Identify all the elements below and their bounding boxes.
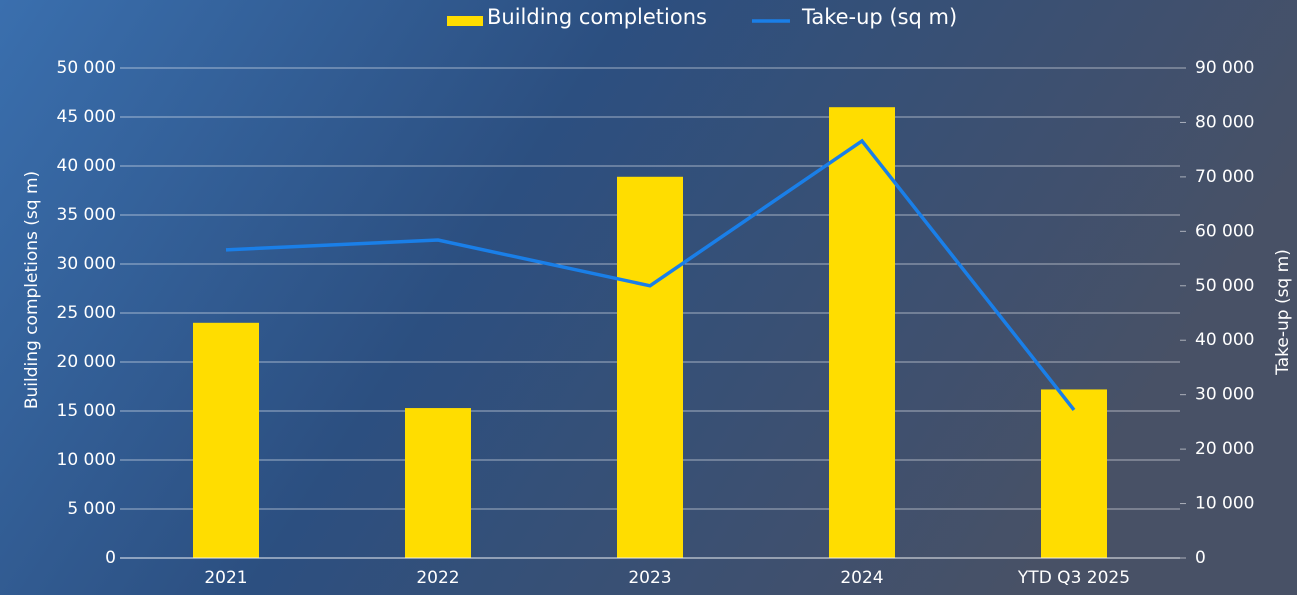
y-tick-label: 15 000	[57, 401, 116, 421]
y2-tick-label: 40 000	[1195, 330, 1254, 350]
y2-tick-label: 70 000	[1195, 167, 1254, 187]
y-tick-label: 0	[105, 548, 116, 568]
y-tick-label: 25 000	[57, 303, 116, 323]
y2-tick-label: 90 000	[1195, 58, 1254, 78]
x-tick-label: YTD Q3 2025	[1017, 568, 1130, 588]
bar	[829, 107, 895, 558]
y2-axis-title: Take-up (sq m)	[1273, 249, 1293, 376]
bar	[617, 177, 683, 558]
y2-tick-label: 60 000	[1195, 221, 1254, 241]
x-tick-label: 2021	[204, 568, 247, 588]
y2-tick-label: 10 000	[1195, 494, 1254, 514]
y-tick-label: 20 000	[57, 352, 116, 372]
bar	[1041, 389, 1107, 558]
y-tick-label: 45 000	[57, 107, 116, 127]
y-tick-label: 35 000	[57, 205, 116, 225]
y2-tick-label: 80 000	[1195, 112, 1254, 132]
y-tick-label: 30 000	[57, 254, 116, 274]
x-tick-label: 2022	[416, 568, 459, 588]
x-tick-label: 2024	[840, 568, 883, 588]
bar	[405, 408, 471, 558]
y-tick-label: 50 000	[57, 58, 116, 78]
x-tick-label: 2023	[628, 568, 671, 588]
legend-swatch	[447, 16, 483, 26]
y-tick-label: 5 000	[67, 499, 116, 519]
y-tick-label: 10 000	[57, 450, 116, 470]
chart: Building completions (sq m) Take-up (sq …	[0, 0, 1297, 595]
legend-text: Take-up (sq m)	[801, 5, 957, 29]
y2-tick-label: 30 000	[1195, 385, 1254, 405]
y-axis-title: Building completions (sq m)	[22, 171, 42, 409]
legend-text: Building completions	[487, 5, 707, 29]
y-tick-label: 40 000	[57, 156, 116, 176]
page: {"chart_data": { "type": "bar-line", "le…	[0, 0, 1297, 595]
bar	[193, 323, 259, 558]
y2-tick-label: 20 000	[1195, 439, 1254, 459]
y2-tick-label: 50 000	[1195, 276, 1254, 296]
y2-tick-label: 0	[1195, 548, 1206, 568]
